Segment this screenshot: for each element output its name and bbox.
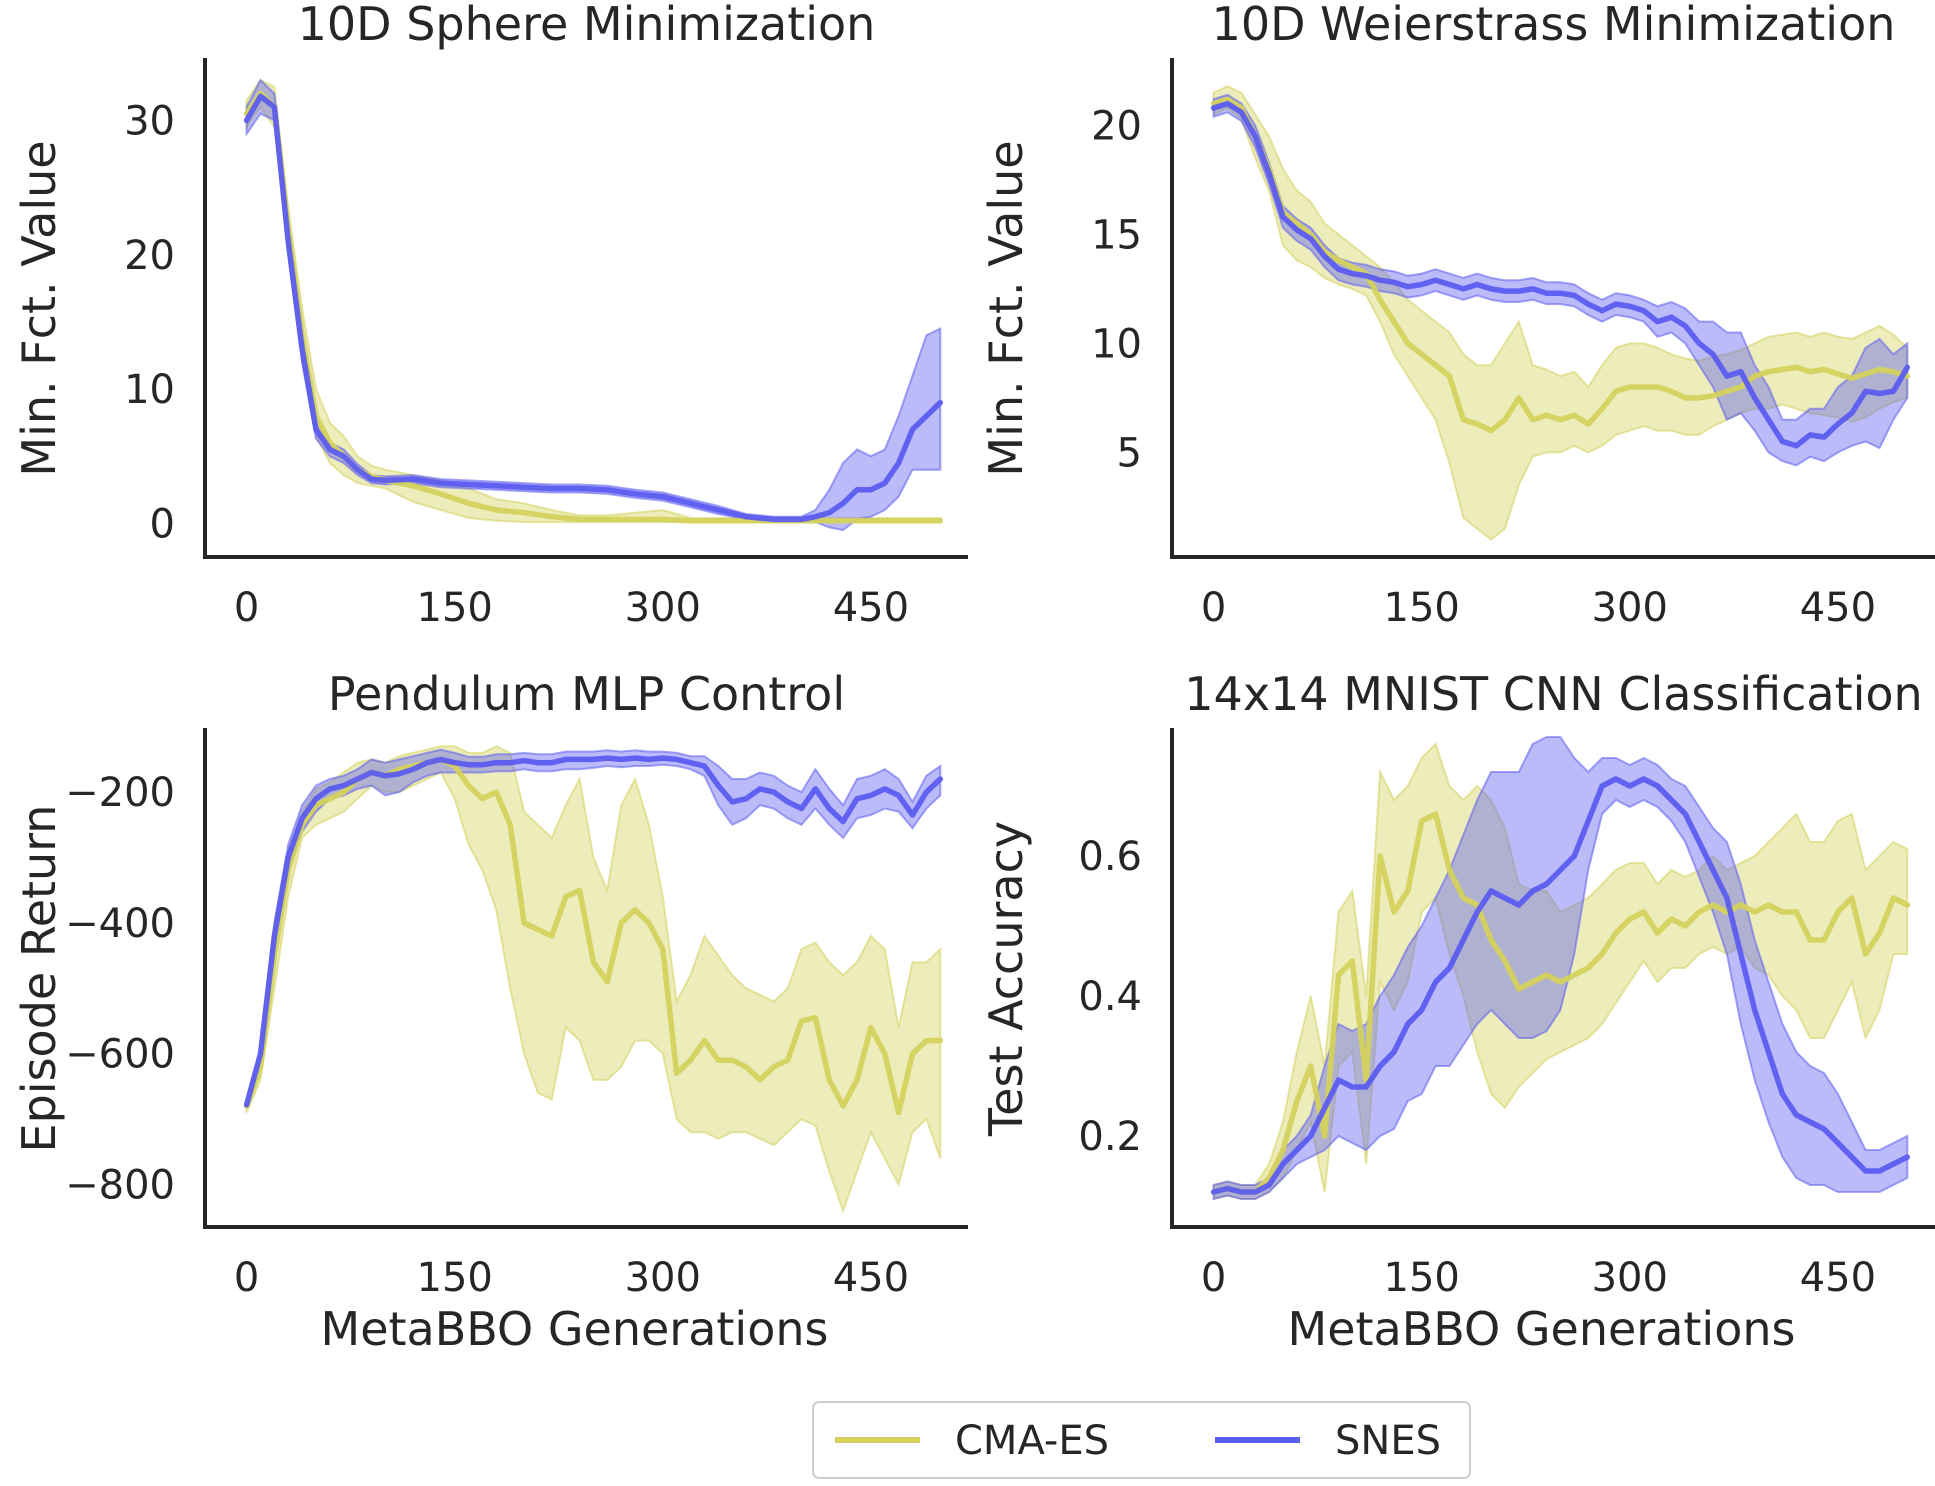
y-tick-label: 20 <box>124 233 175 279</box>
y-axis-label: Test Accuracy <box>979 821 1033 1137</box>
y-tick-label: 10 <box>1091 321 1142 367</box>
y-axis-label: Min. Fct. Value <box>12 140 66 476</box>
x-tick-label: 0 <box>1201 585 1226 631</box>
y-tick-label: 30 <box>124 98 175 144</box>
y-axis-label: Min. Fct. Value <box>979 140 1033 476</box>
x-axis-label: MetaBBO Generations <box>1288 1302 1796 1356</box>
band-cma-es <box>1212 85 1909 541</box>
x-tick-label: 300 <box>625 585 701 631</box>
y-tick-label: 0.4 <box>1078 974 1142 1020</box>
x-tick-label: 150 <box>1384 585 1460 631</box>
x-tick-label: 150 <box>417 1255 493 1301</box>
y-axis-label: Episode Return <box>12 805 66 1153</box>
line-snes <box>243 755 944 1108</box>
chart-title: 10D Sphere Minimization <box>298 0 876 51</box>
x-tick-label: 150 <box>417 585 493 631</box>
legend-label-snes: SNES <box>1335 1418 1441 1464</box>
chart-title: 10D Weierstrass Minimization <box>1212 0 1896 51</box>
line-snes <box>1210 776 1911 1195</box>
x-tick-label: 450 <box>833 1255 909 1301</box>
x-tick-label: 300 <box>1592 1255 1668 1301</box>
x-tick-label: 150 <box>1384 1255 1460 1301</box>
y-tick-label: 15 <box>1091 212 1142 258</box>
line-snes <box>243 93 944 523</box>
x-tick-label: 450 <box>1800 1255 1876 1301</box>
legend-label-cma-es: CMA-ES <box>955 1418 1109 1464</box>
band-snes <box>245 748 942 1108</box>
line-snes <box>1210 100 1911 449</box>
y-tick-label: 0.2 <box>1078 1114 1142 1160</box>
x-tick-label: 0 <box>234 1255 259 1301</box>
y-tick-label: −400 <box>65 901 175 947</box>
panel-10d-weierstrass-minimization: 0 150 300 450 5 10 15 20 10D Weierstrass Minimiz… <box>979 0 1935 631</box>
x-tick-label: 300 <box>625 1255 701 1301</box>
line-cma-es <box>243 90 944 524</box>
legend-frame <box>812 1401 1471 1479</box>
x-tick-label: 300 <box>1592 585 1668 631</box>
y-tick-label: −800 <box>65 1162 175 1208</box>
y-tick-label: 10 <box>124 367 175 413</box>
y-tick-label: 0 <box>150 501 175 547</box>
chart-title: Pendulum MLP Control <box>328 667 845 721</box>
x-tick-label: 0 <box>1201 1255 1226 1301</box>
x-tick-label: 0 <box>234 585 259 631</box>
panel-pendulum-mlp-control: 0 150 300 450 −800 −600 −400 −200 Pendulum MLP C… <box>12 667 968 1356</box>
x-axis-label: MetaBBO Generations <box>321 1302 829 1356</box>
y-tick-label: 0.6 <box>1078 834 1142 880</box>
y-tick-label: 5 <box>1117 430 1142 476</box>
y-tick-label: 20 <box>1091 103 1142 149</box>
panel-14x14-mnist-cnn-classification: 0 150 300 450 0.2 0.4 0.6 14x14 MNIST CNN Class… <box>979 667 1935 1356</box>
band-cma-es <box>245 745 942 1214</box>
legend: CMA-ES SNES <box>812 1401 1471 1479</box>
y-tick-label: −600 <box>65 1032 175 1078</box>
line-cma-es <box>1210 811 1911 1195</box>
y-tick-label: −200 <box>65 770 175 816</box>
line-cma-es <box>1210 96 1911 434</box>
panel-10d-sphere-minimization: 0 150 300 450 0 10 20 30 10D Sphere Minimization… <box>12 0 968 631</box>
x-tick-label: 450 <box>833 585 909 631</box>
chart-title: 14x14 MNIST CNN Classification <box>1184 667 1922 721</box>
x-tick-label: 450 <box>1800 585 1876 631</box>
